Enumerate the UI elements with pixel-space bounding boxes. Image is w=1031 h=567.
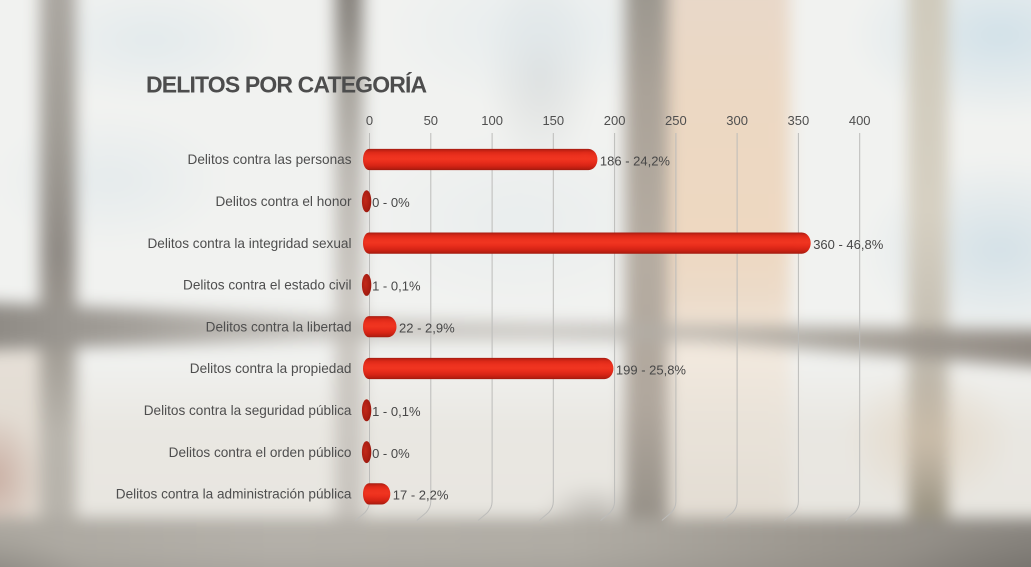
svg-text:Delitos contra el estado civil: Delitos contra el estado civil bbox=[183, 278, 352, 293]
svg-text:Delitos contra el orden públic: Delitos contra el orden público bbox=[169, 445, 352, 460]
svg-text:0 - 0%: 0 - 0% bbox=[372, 446, 410, 461]
svg-text:Delitos contra la integridad s: Delitos contra la integridad sexual bbox=[147, 236, 351, 251]
svg-text:100: 100 bbox=[481, 113, 503, 128]
svg-text:DELITOS POR CATEGORÍA: DELITOS POR CATEGORÍA bbox=[146, 71, 427, 98]
svg-text:1 - 0,1%: 1 - 0,1% bbox=[372, 404, 421, 419]
svg-text:Delitos contra la libertad: Delitos contra la libertad bbox=[206, 319, 352, 334]
svg-text:186 - 24,2%: 186 - 24,2% bbox=[600, 153, 671, 168]
svg-text:50: 50 bbox=[424, 113, 438, 128]
svg-text:150: 150 bbox=[542, 113, 564, 128]
svg-text:250: 250 bbox=[665, 113, 687, 128]
svg-text:22 - 2,9%: 22 - 2,9% bbox=[399, 321, 455, 336]
svg-text:Delitos contra las personas: Delitos contra las personas bbox=[188, 152, 352, 167]
svg-text:Delitos contra la seguridad pú: Delitos contra la seguridad pública bbox=[144, 403, 352, 418]
svg-text:200: 200 bbox=[604, 113, 626, 128]
svg-text:400: 400 bbox=[849, 113, 871, 128]
svg-text:199 - 25,8%: 199 - 25,8% bbox=[616, 362, 687, 377]
svg-text:0: 0 bbox=[366, 113, 373, 128]
svg-text:300: 300 bbox=[726, 113, 748, 128]
svg-text:17 - 2,2%: 17 - 2,2% bbox=[393, 488, 449, 503]
svg-text:Delitos contra el honor: Delitos contra el honor bbox=[215, 194, 351, 209]
svg-text:0 - 0%: 0 - 0% bbox=[372, 195, 410, 210]
svg-text:350: 350 bbox=[788, 113, 810, 128]
svg-text:Delitos contra la administraci: Delitos contra la administración pública bbox=[116, 487, 352, 502]
svg-text:Delitos contra la propiedad: Delitos contra la propiedad bbox=[190, 361, 352, 376]
svg-text:360 - 46,8%: 360 - 46,8% bbox=[813, 237, 884, 252]
svg-text:1 - 0,1%: 1 - 0,1% bbox=[372, 279, 421, 294]
